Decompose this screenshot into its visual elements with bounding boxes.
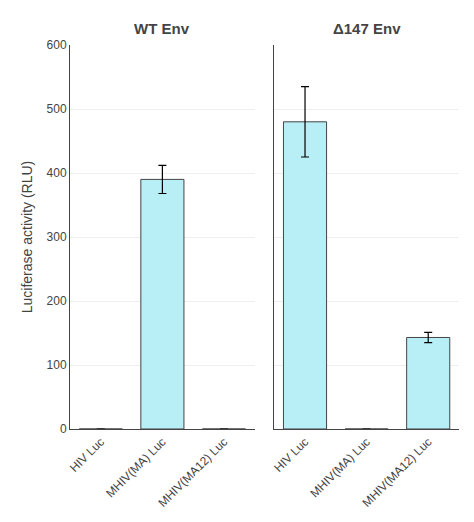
svg-text:HIV Luc: HIV Luc xyxy=(271,435,311,475)
svg-text:100: 100 xyxy=(47,358,67,372)
svg-text:500: 500 xyxy=(47,102,67,116)
svg-text:Δ147 Env: Δ147 Env xyxy=(333,20,401,37)
svg-text:400: 400 xyxy=(47,166,67,180)
svg-text:0: 0 xyxy=(60,422,67,436)
svg-text:300: 300 xyxy=(47,230,67,244)
svg-text:Luciferase activity (RLU): Luciferase activity (RLU) xyxy=(19,161,35,314)
svg-text:200: 200 xyxy=(47,294,67,308)
svg-text:WT Env: WT Env xyxy=(134,20,190,37)
svg-text:MHIV(MA) Luc: MHIV(MA) Luc xyxy=(103,435,169,501)
svg-text:600: 600 xyxy=(47,38,67,52)
svg-text:MHIV(MA12) Luc: MHIV(MA12) Luc xyxy=(360,435,435,510)
svg-text:MHIV(MA12) Luc: MHIV(MA12) Luc xyxy=(155,435,230,510)
svg-text:MHIV(MA) Luc: MHIV(MA) Luc xyxy=(307,435,373,501)
svg-text:HIV Luc: HIV Luc xyxy=(67,435,107,475)
